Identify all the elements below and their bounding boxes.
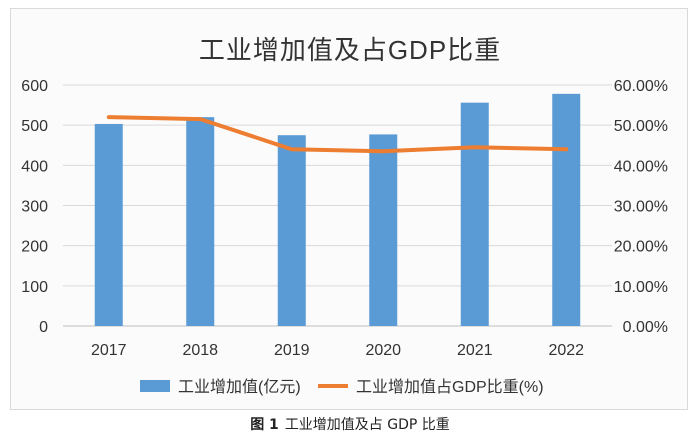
- legend-label-bar: 工业增加值(亿元): [178, 378, 301, 396]
- x-tick-label: 2019: [274, 342, 310, 359]
- x-axis-ticks: 2017 2018 2019 2020 2021 2022: [91, 342, 584, 359]
- line-share-of-gdp: [106, 115, 569, 154]
- right-axis-tick-label: 50.00%: [614, 118, 668, 135]
- left-axis-ticks: 0 100 200 300 400 500 600: [21, 78, 48, 336]
- right-axis-ticks: 0.00% 10.00% 20.00% 30.00% 40.00% 50.00% 60.00…: [614, 78, 668, 336]
- left-axis-tick-label: 600: [21, 78, 48, 95]
- line-series: [106, 115, 569, 154]
- bar-2020: [369, 134, 398, 326]
- bar-2021: [460, 102, 489, 326]
- caption-label: 图 1: [250, 417, 279, 433]
- bar-2019: [277, 135, 306, 326]
- bar-2017: [94, 123, 123, 326]
- left-axis-tick-label: 200: [21, 239, 48, 256]
- right-axis-tick-label: 30.00%: [614, 199, 668, 216]
- left-axis-tick-label: 0: [39, 319, 48, 336]
- figure-caption: 图 1 工业增加值及占 GDP 比重: [0, 414, 700, 434]
- legend: 工业增加值(亿元) 工业增加值占GDP比重(%): [140, 378, 544, 396]
- bar-2018: [186, 117, 215, 326]
- left-axis-tick-label: 100: [21, 279, 48, 296]
- bar-2022: [552, 93, 581, 326]
- x-tick-label: 2021: [457, 342, 493, 359]
- caption-text: 工业增加值及占 GDP 比重: [284, 417, 450, 433]
- legend-swatch-bar: [140, 380, 170, 392]
- chart-title: 工业增加值及占GDP比重: [198, 35, 502, 65]
- x-tick-label: 2022: [548, 342, 584, 359]
- right-axis-tick-label: 0.00%: [623, 319, 668, 336]
- x-tick-label: 2017: [91, 342, 127, 359]
- legend-label-line: 工业增加值占GDP比重(%): [356, 378, 544, 396]
- right-axis-tick-label: 40.00%: [614, 158, 668, 175]
- left-axis-tick-label: 400: [21, 158, 48, 175]
- left-axis-tick-label: 300: [21, 199, 48, 216]
- bar-series: [94, 93, 581, 326]
- x-tick-label: 2018: [182, 342, 218, 359]
- right-axis-tick-label: 10.00%: [614, 279, 668, 296]
- left-axis-tick-label: 500: [21, 118, 48, 135]
- right-axis-tick-label: 60.00%: [614, 78, 668, 95]
- right-axis-tick-label: 20.00%: [614, 239, 668, 256]
- x-tick-label: 2020: [365, 342, 401, 359]
- gridlines: [63, 84, 612, 327]
